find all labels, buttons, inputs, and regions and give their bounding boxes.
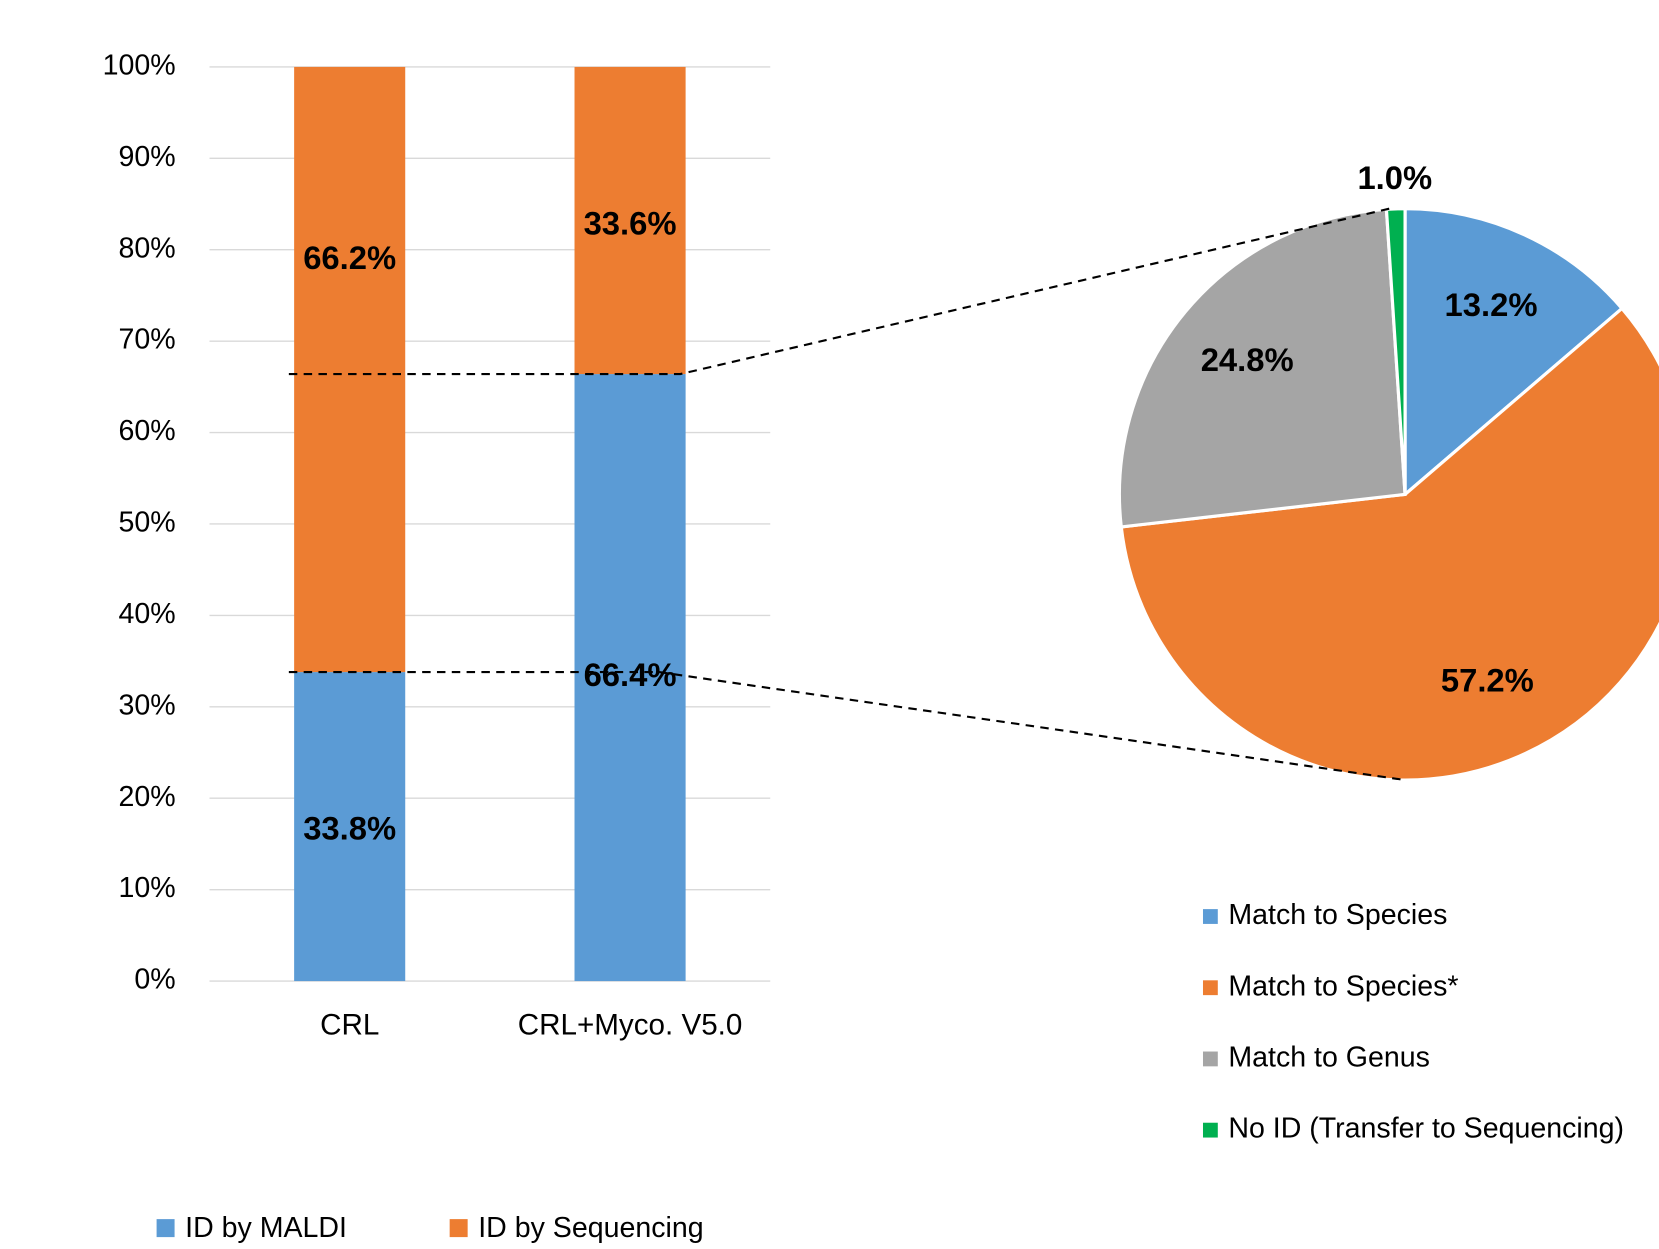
y-tick-label: 0% <box>134 964 175 996</box>
legend-swatch <box>1202 1051 1218 1067</box>
y-tick-label: 60% <box>118 415 175 447</box>
data-label: 13.2% <box>1445 286 1538 323</box>
data-label: 66.4% <box>584 656 677 693</box>
legend-label: ID by Sequencing <box>478 1212 703 1244</box>
legend-label: Match to Species* <box>1228 970 1458 1002</box>
legend-label: Match to Species <box>1228 899 1447 931</box>
legend-label: No ID (Transfer to Sequencing) <box>1228 1113 1624 1145</box>
data-label: 66.2% <box>303 239 396 276</box>
legend-label: ID by MALDI <box>185 1212 347 1244</box>
y-tick-label: 10% <box>118 872 175 904</box>
y-tick-label: 90% <box>118 141 175 173</box>
data-label: 1.0% <box>1357 159 1432 196</box>
connector-line <box>288 207 1390 376</box>
legend-swatch <box>156 1219 175 1238</box>
y-tick-label: 70% <box>118 324 175 356</box>
bar-segment <box>294 672 406 982</box>
y-tick-label: 80% <box>118 232 175 264</box>
y-tick-label: 50% <box>118 507 175 539</box>
data-label: 24.8% <box>1201 341 1294 378</box>
y-tick-label: 30% <box>118 689 175 721</box>
y-tick-label: 20% <box>118 781 175 813</box>
legend-swatch <box>449 1219 468 1238</box>
legend-swatch <box>1202 909 1218 924</box>
x-tick-label: CRL <box>320 1008 379 1041</box>
legend-swatch <box>1202 1122 1218 1138</box>
y-tick-label: 100% <box>103 49 176 81</box>
legend-label: Match to Genus <box>1228 1041 1430 1073</box>
data-label: 33.8% <box>303 809 396 846</box>
data-label: 57.2% <box>1441 662 1534 699</box>
bar-segment <box>574 66 686 375</box>
legend-swatch <box>1202 980 1218 996</box>
bar-segment <box>574 374 686 982</box>
pie-slice <box>1119 306 1659 782</box>
x-tick-label: CRL+Myco. V5.0 <box>518 1008 743 1041</box>
y-tick-label: 40% <box>118 598 175 630</box>
pie-slice <box>1117 207 1407 529</box>
connector-line <box>288 671 1406 782</box>
pie-slice <box>1403 207 1625 498</box>
data-label: 33.6% <box>584 204 677 241</box>
bar-segment <box>294 66 406 673</box>
